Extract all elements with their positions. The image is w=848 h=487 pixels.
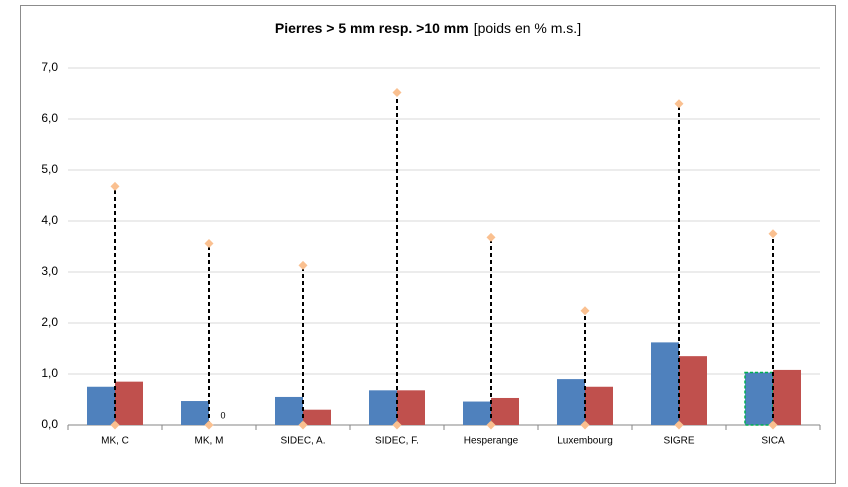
x-tick-label: Luxembourg bbox=[557, 436, 613, 447]
marker bbox=[486, 420, 496, 430]
y-tick-label: 5,0 bbox=[41, 162, 58, 176]
bar bbox=[651, 342, 679, 425]
marker bbox=[768, 229, 778, 239]
y-tick-label: 6,0 bbox=[41, 111, 58, 125]
x-tick-label: Hesperange bbox=[464, 436, 519, 447]
marker bbox=[110, 181, 120, 191]
bar bbox=[369, 390, 397, 425]
data-label: 0 bbox=[220, 410, 225, 420]
marker bbox=[392, 87, 402, 97]
bar bbox=[463, 401, 491, 425]
bar bbox=[275, 396, 303, 425]
x-tick-label: SIDEC, F. bbox=[375, 436, 419, 447]
marker bbox=[768, 420, 778, 430]
x-tick-label: MK, C bbox=[101, 436, 129, 447]
marker bbox=[298, 260, 308, 270]
x-tick-label: SIDEC, A. bbox=[280, 436, 325, 447]
y-tick-label: 7,0 bbox=[41, 60, 58, 74]
y-tick-label: 3,0 bbox=[41, 264, 58, 278]
chart-title: Pierres > 5 mm resp. >10 mm [poids en % m… bbox=[275, 20, 581, 36]
bar bbox=[585, 386, 613, 425]
marker bbox=[298, 420, 308, 430]
bar bbox=[181, 401, 209, 425]
y-tick-label: 4,0 bbox=[41, 213, 58, 227]
marker bbox=[392, 420, 402, 430]
bar bbox=[303, 409, 331, 425]
marker bbox=[204, 238, 214, 248]
bar bbox=[679, 356, 707, 425]
bar bbox=[744, 371, 774, 426]
bar bbox=[87, 386, 115, 425]
bar bbox=[491, 397, 519, 425]
marker bbox=[486, 232, 496, 242]
x-tick-label: SICA bbox=[761, 436, 785, 447]
title-unit: [poids en % m.s.] bbox=[474, 20, 581, 36]
bar bbox=[115, 381, 143, 425]
y-tick-label: 2,0 bbox=[41, 315, 58, 329]
marker bbox=[580, 306, 590, 316]
marker bbox=[204, 420, 214, 430]
marker bbox=[110, 420, 120, 430]
marker bbox=[674, 99, 684, 109]
bar bbox=[773, 369, 801, 425]
x-tick-label: MK, M bbox=[195, 436, 224, 447]
title-main: Pierres > 5 mm resp. >10 mm bbox=[275, 20, 469, 36]
bar bbox=[397, 390, 425, 425]
y-tick-label: 1,0 bbox=[41, 366, 58, 380]
bar bbox=[557, 379, 585, 425]
x-tick-label: SIGRE bbox=[663, 436, 694, 447]
y-tick-label: 0,0 bbox=[41, 417, 58, 431]
marker bbox=[674, 420, 684, 430]
marker bbox=[580, 420, 590, 430]
